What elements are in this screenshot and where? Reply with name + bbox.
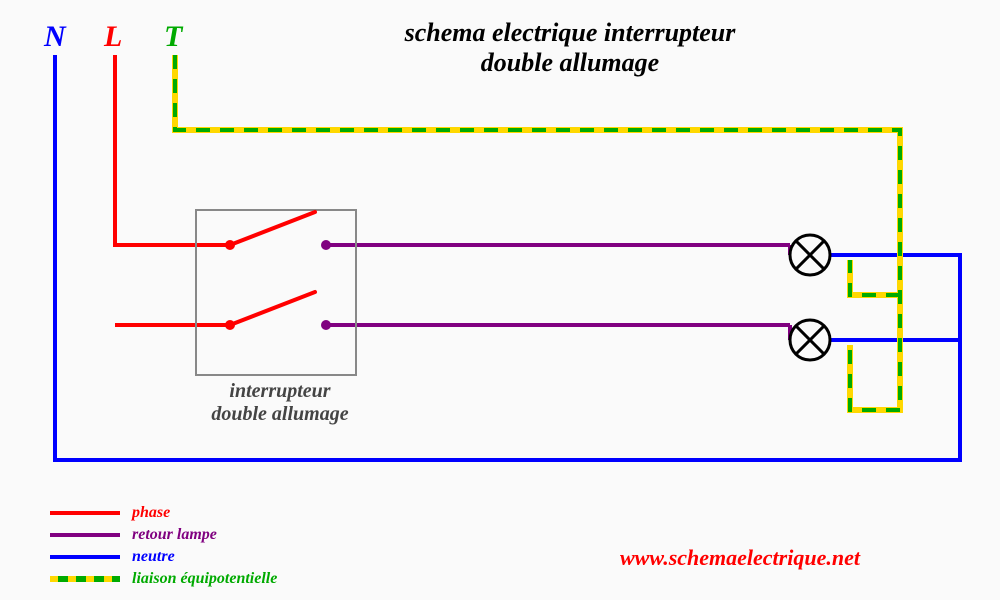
switch-lever-2 xyxy=(230,292,315,325)
website-url: www.schemaelectrique.net xyxy=(620,545,860,571)
legend-swatch xyxy=(50,576,120,582)
switch-contact-out2 xyxy=(321,320,331,330)
legend-swatch xyxy=(50,511,120,515)
title-line-1: schema electrique interrupteur xyxy=(300,18,840,48)
switch-box xyxy=(196,210,356,375)
lamp-1 xyxy=(790,235,830,275)
legend-label: retour lampe xyxy=(132,526,217,544)
legend-swatch xyxy=(50,555,120,559)
legend-row-phase: phase xyxy=(50,502,277,524)
diagram-canvas: N L T schema electrique interrupteur dou… xyxy=(0,0,1000,600)
wire-lamp-return-1 xyxy=(326,245,790,255)
legend-label: liaison équipotentielle xyxy=(132,570,277,588)
legend-label: neutre xyxy=(132,548,175,566)
wire-lamp-return-2 xyxy=(326,325,790,340)
legend-row-neutre: neutre xyxy=(50,546,277,568)
wire-earth-green xyxy=(175,55,900,410)
switch-label: interrupteur double allumage xyxy=(165,380,395,426)
switch-label-line-2: double allumage xyxy=(165,403,395,426)
diagram-title: schema electrique interrupteur double al… xyxy=(300,18,840,78)
wire-earth-yellow xyxy=(175,55,900,410)
label-neutral: N xyxy=(44,20,66,54)
lamp-2 xyxy=(790,320,830,360)
legend-label: phase xyxy=(132,504,170,522)
label-earth: T xyxy=(164,20,182,54)
switch-contact-out1 xyxy=(321,240,331,250)
title-line-2: double allumage xyxy=(300,48,840,78)
switch-lever-1 xyxy=(230,212,315,245)
legend-row-retour: retour lampe xyxy=(50,524,277,546)
switch-label-line-1: interrupteur xyxy=(165,380,395,403)
legend-row-earth: liaison équipotentielle xyxy=(50,568,277,590)
legend-swatch xyxy=(50,533,120,537)
label-phase: L xyxy=(104,20,122,54)
legend: phase retour lampe neutre liaison équipo… xyxy=(50,502,277,590)
